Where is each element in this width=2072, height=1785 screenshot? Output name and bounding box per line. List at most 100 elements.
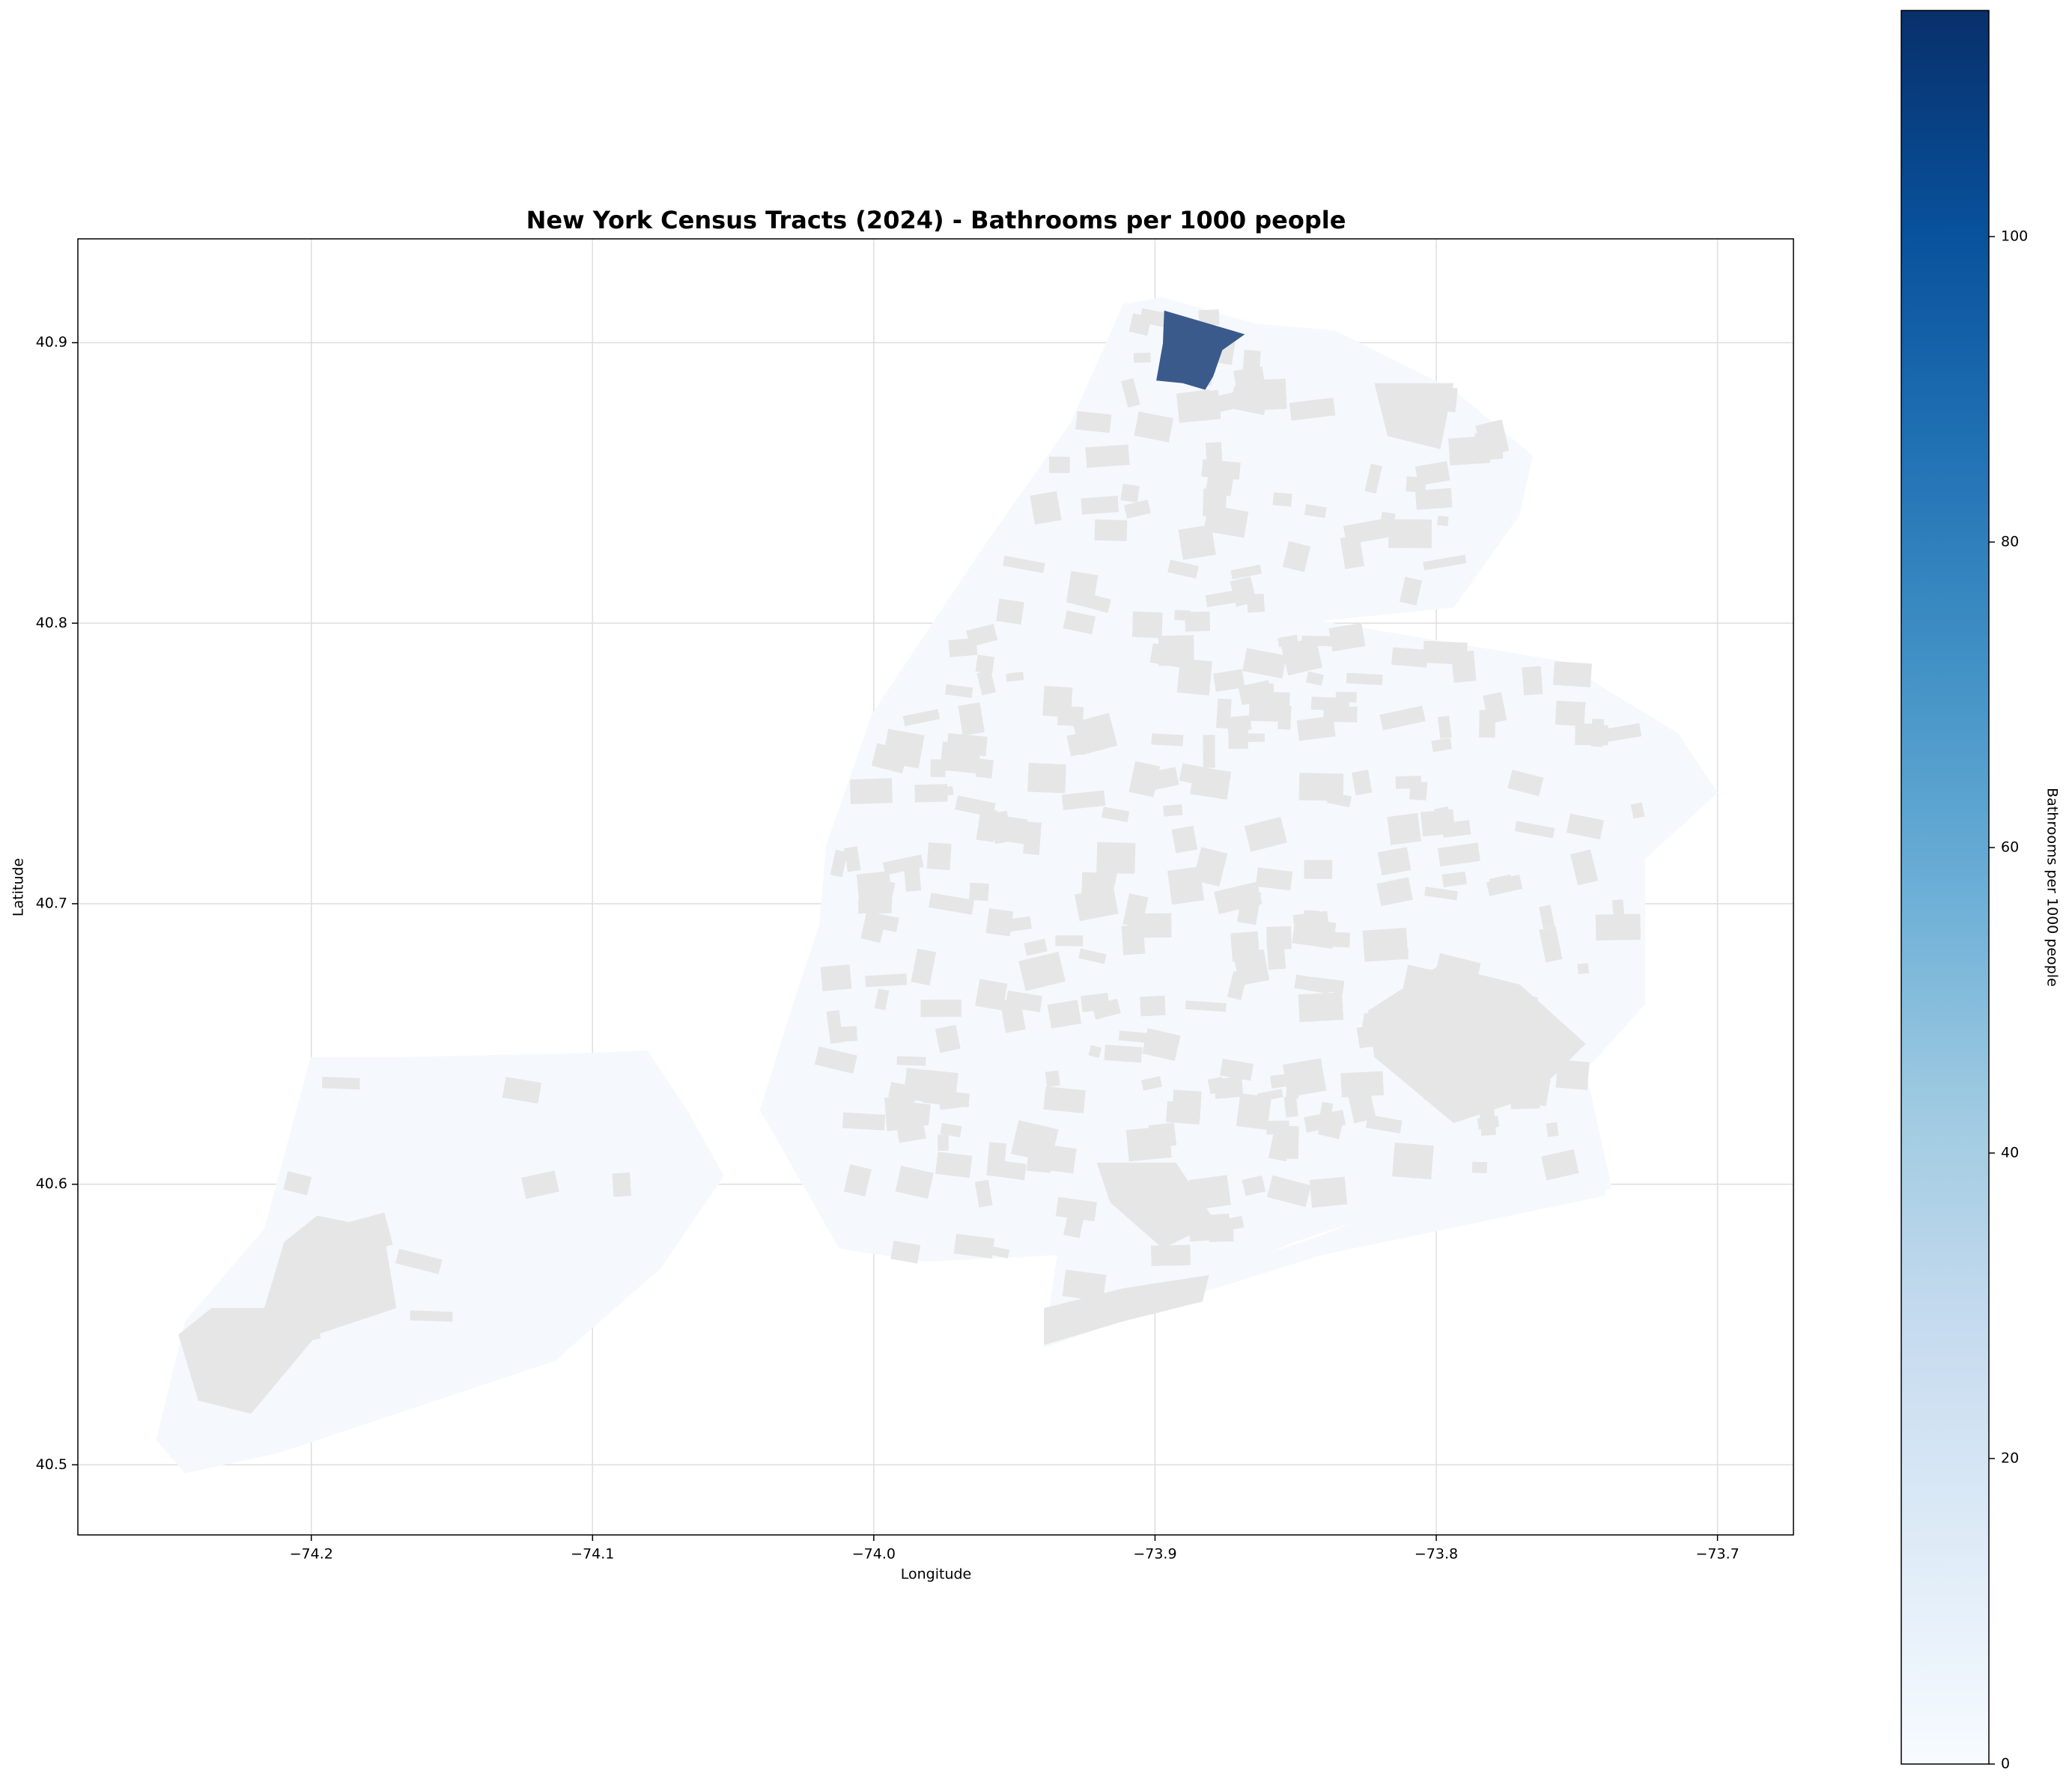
no-data-tract [1255, 867, 1293, 891]
no-data-tract [1123, 499, 1151, 519]
colorbar-tick-label: 40 [2001, 1144, 2019, 1161]
no-data-tract [1121, 925, 1146, 955]
no-data-tract [1151, 1244, 1191, 1266]
no-data-tract [1566, 813, 1605, 840]
no-data-tract [882, 854, 924, 875]
y-tick-label: 40.9 [36, 334, 67, 350]
no-data-tract [1323, 705, 1358, 723]
no-data-tract [830, 849, 848, 878]
no-data-tract [1188, 1175, 1231, 1211]
no-data-tract [934, 1089, 970, 1108]
no-data-tract [1580, 723, 1605, 745]
no-data-tract [974, 1179, 993, 1208]
no-data-tract [1412, 1055, 1444, 1094]
no-data-tract [1185, 611, 1211, 632]
no-data-tract [1233, 949, 1270, 986]
no-data-tract [1120, 484, 1140, 503]
no-data-tract [521, 1170, 559, 1199]
no-data-tract [890, 1240, 921, 1264]
no-data-tract [935, 1024, 961, 1053]
no-data-tract [1027, 762, 1066, 794]
no-data-tract [843, 1164, 872, 1197]
no-data-tract [1066, 589, 1112, 613]
no-data-tract [1424, 887, 1458, 901]
no-data-tract [926, 842, 952, 871]
no-data-tract [1595, 913, 1641, 941]
no-data-tract [1137, 913, 1172, 938]
no-data-tract [1448, 1035, 1495, 1062]
no-data-tract [1178, 524, 1216, 560]
no-data-tract [1441, 871, 1467, 888]
no-data-tract [1360, 1012, 1376, 1042]
map-shapes [156, 297, 1719, 1474]
no-data-tract [1044, 1274, 1209, 1345]
y-tick-label: 40.5 [36, 1456, 67, 1473]
no-data-tract [1134, 411, 1174, 443]
no-data-tract [975, 654, 995, 674]
no-data-tract [1155, 1040, 1173, 1057]
no-data-tract [1266, 943, 1286, 970]
no-data-tract [996, 598, 1024, 625]
no-data-tract [1179, 763, 1218, 788]
no-data-tract [1577, 963, 1590, 975]
no-data-tract [1193, 847, 1228, 887]
no-data-tract [1215, 698, 1232, 729]
no-data-tract [1140, 995, 1166, 1017]
no-data-tract [1391, 647, 1429, 668]
no-data-tract [1061, 790, 1106, 810]
no-data-tract [1377, 847, 1412, 876]
no-data-tract [863, 911, 899, 932]
no-data-tract [1121, 378, 1140, 408]
map [156, 297, 1719, 1474]
no-data-tract [826, 1009, 844, 1044]
colorbar-tick-label: 0 [2001, 1756, 2010, 1772]
no-data-tract [1177, 389, 1212, 412]
no-data-tract [1171, 1089, 1202, 1120]
chart-title: New York Census Tracts (2024) - Bathroom… [526, 206, 1346, 234]
no-data-tract [1230, 386, 1269, 416]
no-data-tract [321, 1076, 360, 1090]
no-data-tract [1207, 1077, 1225, 1095]
no-data-tract [1122, 893, 1149, 928]
colorbar-label: Bathrooms per 1000 people [2044, 788, 2061, 987]
no-data-tract [1432, 953, 1481, 996]
no-data-tract [1272, 492, 1292, 507]
no-data-tract [1507, 770, 1544, 797]
no-data-tract [1269, 1073, 1292, 1089]
no-data-tract [1309, 1176, 1348, 1208]
no-data-tract [1062, 1269, 1107, 1302]
no-data-tract [1535, 1078, 1551, 1107]
no-data-tract [1304, 1110, 1346, 1133]
no-data-tract [1094, 519, 1128, 541]
no-data-tract [1000, 916, 1032, 933]
no-data-tract [1151, 733, 1184, 746]
no-data-tract [1005, 990, 1043, 1013]
x-tick-label: −74.1 [571, 1546, 614, 1563]
no-data-tract [1471, 1161, 1487, 1173]
no-data-tract [1477, 1116, 1500, 1130]
no-data-tract [1555, 1059, 1590, 1090]
no-data-tract [1242, 1175, 1266, 1196]
no-data-tract [1030, 490, 1062, 525]
no-data-tract [975, 758, 994, 779]
no-data-tract [911, 948, 937, 986]
no-data-tract [1282, 1058, 1327, 1098]
no-data-tract [940, 1122, 962, 1137]
no-data-tract [1486, 875, 1523, 897]
no-data-tract [884, 1095, 917, 1131]
no-data-tract [1346, 672, 1383, 686]
y-tick-label: 40.7 [36, 895, 67, 911]
no-data-tract [1244, 816, 1288, 852]
no-data-tract [1078, 948, 1107, 964]
no-data-tract [1395, 776, 1422, 789]
no-data-tract [1289, 398, 1336, 421]
no-data-tract [1139, 308, 1170, 328]
no-data-tract [1441, 820, 1471, 838]
no-data-tract [1072, 713, 1118, 755]
no-data-tract [958, 702, 985, 736]
no-data-tract [1539, 904, 1555, 929]
no-data-tract [1522, 666, 1543, 696]
no-data-tract [1510, 1089, 1540, 1110]
no-data-tract [395, 1248, 443, 1274]
x-tick-label: −74.2 [290, 1546, 333, 1563]
